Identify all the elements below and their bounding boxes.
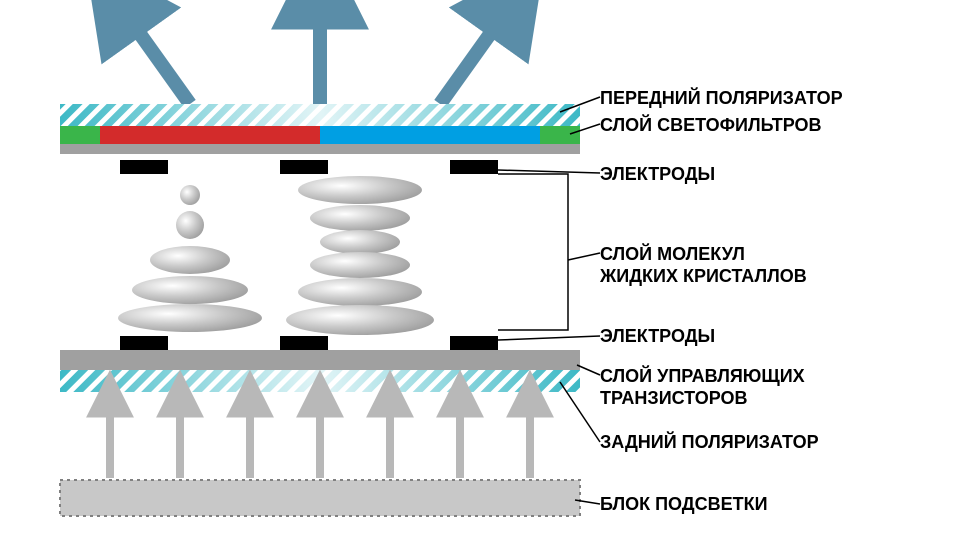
label-color_filters: СЛОЙ СВЕТОФИЛЬТРОВ bbox=[600, 114, 821, 135]
top-substrate-layer bbox=[60, 144, 580, 154]
bottom-substrate-layer bbox=[60, 350, 580, 360]
tft-layer bbox=[60, 360, 580, 370]
color-filter-layer bbox=[60, 126, 580, 144]
label-electrodes_top: ЭЛЕКТРОДЫ bbox=[600, 164, 715, 184]
front-polarizer-layer bbox=[60, 104, 580, 126]
label-tft: ТРАНЗИСТОРОВ bbox=[600, 388, 748, 408]
label-tft: СЛОЙ УПРАВЛЯЮЩИХ bbox=[600, 365, 805, 386]
label-lc-layer: СЛОЙ МОЛЕКУЛ bbox=[600, 243, 745, 264]
canvas-background bbox=[0, 0, 960, 552]
label-front_polarizer: ПЕРЕДНИЙ ПОЛЯРИЗАТОР bbox=[600, 87, 843, 108]
backlight-block bbox=[60, 480, 580, 516]
label-lc-layer: ЖИДКИХ КРИСТАЛЛОВ bbox=[599, 266, 807, 286]
label-rear_polarizer: ЗАДНИЙ ПОЛЯРИЗАТОР bbox=[600, 431, 819, 452]
rear-polarizer-layer bbox=[60, 370, 580, 392]
label-electrodes_bottom: ЭЛЕКТРОДЫ bbox=[600, 326, 715, 346]
label-backlight: БЛОК ПОДСВЕТКИ bbox=[600, 494, 768, 514]
